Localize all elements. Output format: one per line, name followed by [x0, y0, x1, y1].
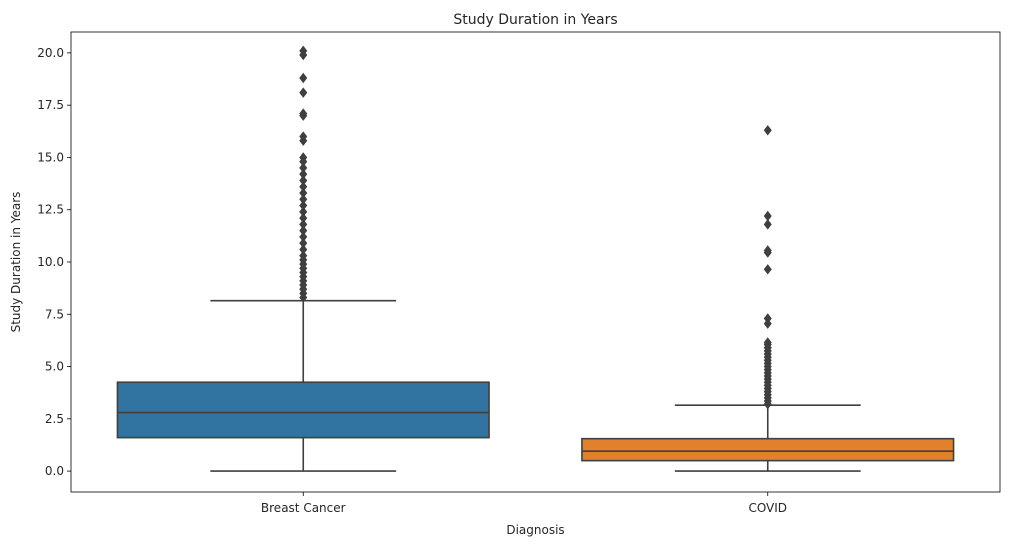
outlier-point — [299, 162, 308, 174]
outlier-point — [299, 231, 308, 243]
outlier-point — [763, 264, 772, 275]
chart-title: Study Duration in Years — [453, 12, 617, 28]
x-tick-label: Breast Cancer — [261, 501, 346, 515]
y-axis: 0.0 2.5 5.0 7.5 10.0 12.5 15.0 17.5 20.0 — [37, 46, 71, 478]
outlier-point — [299, 87, 308, 98]
x-axis-label: Diagnosis — [506, 523, 564, 537]
y-tick-label: 7.5 — [45, 307, 64, 321]
outlier-point — [299, 194, 308, 205]
plot-area — [116, 45, 955, 472]
plot-frame — [70, 31, 1001, 493]
outlier-point — [299, 237, 308, 249]
outlier-point — [299, 131, 308, 142]
outlier-point — [299, 250, 308, 261]
y-tick-label: 2.5 — [45, 412, 64, 426]
x-axis: Breast Cancer COVID — [261, 492, 787, 515]
outlier-point — [299, 45, 308, 57]
outlier-point — [299, 206, 308, 218]
outlier-point — [299, 175, 308, 186]
outlier-point — [299, 219, 308, 230]
outlier-point — [299, 108, 308, 119]
x-tick-label: COVID — [748, 501, 787, 515]
y-tick-label: 20.0 — [37, 46, 64, 60]
outlier-point — [763, 125, 772, 136]
outlier-point — [299, 72, 308, 84]
outlier-point — [299, 181, 308, 192]
y-axis-label: Study Duration in Years — [9, 192, 23, 333]
y-tick-label: 10.0 — [37, 255, 64, 269]
outlier-point — [763, 210, 772, 222]
outlier-point — [299, 212, 308, 224]
box-group-2 — [581, 125, 955, 472]
outlier-point — [763, 219, 772, 230]
outlier-point — [763, 318, 772, 329]
y-tick-label: 0.0 — [45, 464, 64, 478]
y-tick-label: 15.0 — [37, 150, 64, 164]
outlier-point — [299, 244, 308, 255]
box — [581, 437, 955, 462]
y-tick-label: 5.0 — [45, 360, 64, 374]
y-tick-label: 12.5 — [37, 203, 64, 217]
outlier-point — [763, 245, 772, 256]
box-group-1 — [116, 45, 490, 472]
box — [116, 381, 490, 439]
outlier-point — [763, 313, 772, 324]
outlier-point — [299, 187, 308, 199]
outlier-point — [763, 337, 772, 348]
y-tick-label: 17.5 — [37, 98, 64, 112]
outlier-point — [299, 225, 308, 236]
outlier-point — [299, 152, 308, 163]
outlier-point — [299, 200, 308, 211]
outlier-point — [299, 168, 308, 180]
